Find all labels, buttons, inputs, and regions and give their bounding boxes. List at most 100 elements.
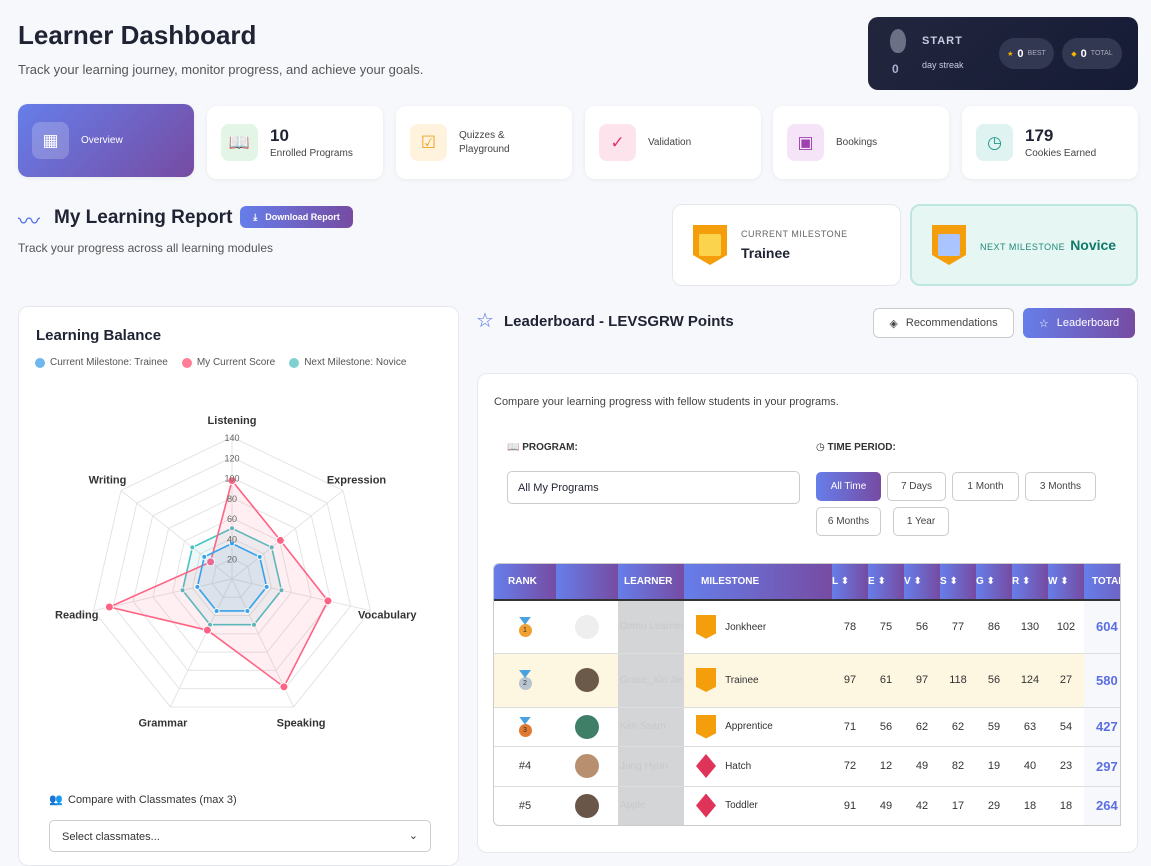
data-point[interactable] (201, 553, 208, 560)
data-point[interactable] (206, 557, 216, 567)
learner-name[interactable]: Kim Ssam (618, 707, 684, 747)
score-cell: 42 (904, 786, 940, 825)
download-report-button[interactable]: ⤓ Download Report (240, 206, 353, 228)
nav-card-cookies[interactable]: ◷ 179 Cookies Earned (962, 106, 1138, 179)
data-point[interactable] (104, 602, 114, 612)
program-select[interactable]: All My Programs (507, 471, 800, 504)
program-label-text: PROGRAM: (522, 442, 578, 453)
period-3-months[interactable]: 3 Months (1025, 472, 1096, 501)
milestone-cell: Jonkheer (684, 600, 832, 654)
legend-label: My Current Score (196, 357, 276, 368)
col-l[interactable]: L ⬍ (832, 564, 868, 601)
series-area (196, 542, 268, 612)
data-point[interactable] (279, 682, 289, 692)
col-w[interactable]: W ⬍ (1048, 564, 1084, 601)
tab-recommendations[interactable]: ◈ Recommendations (873, 308, 1014, 338)
book-icon: 📖 (507, 442, 523, 453)
score-cell: 59 (976, 707, 1012, 747)
table-row[interactable]: 2 Grace_Xin Jie Trainee 97 61 97 118 56 124 27 58… (494, 653, 1120, 708)
data-point[interactable] (278, 587, 285, 594)
tick-label: 140 (224, 433, 239, 443)
star-outline-icon: ☆ (476, 310, 494, 332)
table-row[interactable]: 3 Kim Ssam Apprentice 71 56 62 62 59 63 54 427 (494, 707, 1120, 747)
tab-label: Leaderboard (1056, 317, 1120, 329)
data-point[interactable] (263, 583, 270, 590)
score-cell: 49 (904, 746, 940, 787)
users-icon: 👥 (49, 794, 63, 806)
col-learner: LEARNER (618, 564, 684, 601)
legend-item[interactable]: Next Milestone: Novice (289, 357, 406, 368)
program-value: All My Programs (518, 482, 599, 494)
score-cell: 23 (1048, 746, 1084, 787)
learner-name[interactable]: Grace_Xin Jie (618, 653, 684, 708)
tab-leaderboard[interactable]: ☆ Leaderboard (1023, 308, 1135, 338)
activity-icon: 〰 (18, 209, 41, 234)
nav-card-bookings[interactable]: ▣ Bookings (773, 106, 949, 179)
table-row[interactable]: #4 Jung Hyun Hatch 72 12 49 82 19 40 23 297 (494, 746, 1120, 787)
nav-card-overview[interactable]: ▦ Overview (18, 104, 194, 177)
nav-card-validation[interactable]: ✓ Validation (585, 106, 761, 179)
grid-ring (152, 497, 312, 653)
period-6-months[interactable]: 6 Months (816, 507, 881, 536)
legend-item[interactable]: My Current Score (181, 357, 276, 368)
col-e[interactable]: E ⬍ (868, 564, 904, 601)
total-label: TOTAL (1090, 50, 1113, 57)
period-7-days[interactable]: 7 Days (887, 472, 946, 501)
learner-name[interactable]: Jung Hyun (618, 746, 684, 787)
col-s[interactable]: S ⬍ (940, 564, 976, 601)
download-label: Download Report (265, 212, 340, 222)
avatar-cell (556, 653, 618, 708)
table-row[interactable]: #5 Apple Toddler 91 49 42 17 29 18 18 264 (494, 786, 1120, 825)
data-point[interactable] (229, 525, 235, 532)
data-point[interactable] (194, 583, 201, 590)
classmates-select[interactable]: Select classmates... ⌄ (49, 820, 431, 852)
data-point[interactable] (251, 621, 258, 628)
data-point[interactable] (202, 625, 212, 635)
rank-cell: 3 (494, 707, 556, 747)
col-r[interactable]: R ⬍ (1012, 564, 1048, 601)
nav-card-quizzes[interactable]: ☑ Quizzes & Playground (396, 106, 572, 179)
data-point[interactable] (275, 535, 285, 545)
data-point[interactable] (256, 553, 263, 560)
data-point[interactable] (179, 587, 186, 594)
chevron-down-icon: ⌄ (408, 830, 418, 842)
novice-badge-icon (932, 225, 966, 265)
checkbox-icon: ☑ (410, 124, 447, 161)
best-label: BEST (1027, 50, 1046, 57)
score-cell: 72 (832, 746, 868, 787)
learner-name[interactable]: Demo Learner (618, 600, 684, 654)
balance-title: Learning Balance (36, 327, 162, 344)
medal-icon: 1 (517, 616, 533, 637)
col-g[interactable]: G ⬍ (976, 564, 1012, 601)
period-label: ◷ TIME PERIOD: (816, 442, 896, 453)
data-point[interactable] (227, 476, 237, 486)
report-title: My Learning Report (54, 207, 233, 228)
trainee-badge-icon (693, 225, 727, 265)
data-point[interactable] (268, 544, 275, 551)
tick-label: 80 (227, 494, 237, 504)
data-point[interactable] (323, 596, 333, 606)
data-point[interactable] (213, 607, 220, 614)
chart-legend: Current Milestone: Trainee My Current Sc… (35, 357, 406, 368)
nav-label: Cookies Earned (1025, 147, 1097, 159)
diamond-icon: ◆ (1071, 50, 1077, 58)
learner-name[interactable]: Apple (618, 786, 684, 825)
table-row[interactable]: 1 Demo Learner Jonkheer 78 75 56 77 86 130 102 60… (494, 600, 1120, 654)
legend-item[interactable]: Current Milestone: Trainee (35, 357, 168, 368)
avatar-cell (556, 600, 618, 654)
data-point[interactable] (244, 607, 251, 614)
best-value: 0 (1017, 47, 1024, 60)
avatar (575, 614, 599, 639)
col-v[interactable]: V ⬍ (904, 564, 940, 601)
radar-chart: Listening Expression Vocabulary Speaking Gra… (55, 415, 417, 730)
period-all-time[interactable]: All Time (816, 472, 881, 501)
page-subtitle: Track your learning journey, monitor pro… (18, 62, 424, 77)
period-1-month[interactable]: 1 Month (952, 472, 1019, 501)
period-1-year[interactable]: 1 Year (893, 507, 949, 536)
nav-card-programs[interactable]: 📖 10 Enrolled Programs (207, 106, 383, 179)
data-point[interactable] (229, 540, 235, 547)
grid-ring (93, 436, 371, 708)
data-point[interactable] (189, 544, 196, 551)
check-circle-icon: ✓ (599, 124, 636, 161)
leaderboard-intro: Compare your learning progress with fell… (494, 396, 839, 408)
